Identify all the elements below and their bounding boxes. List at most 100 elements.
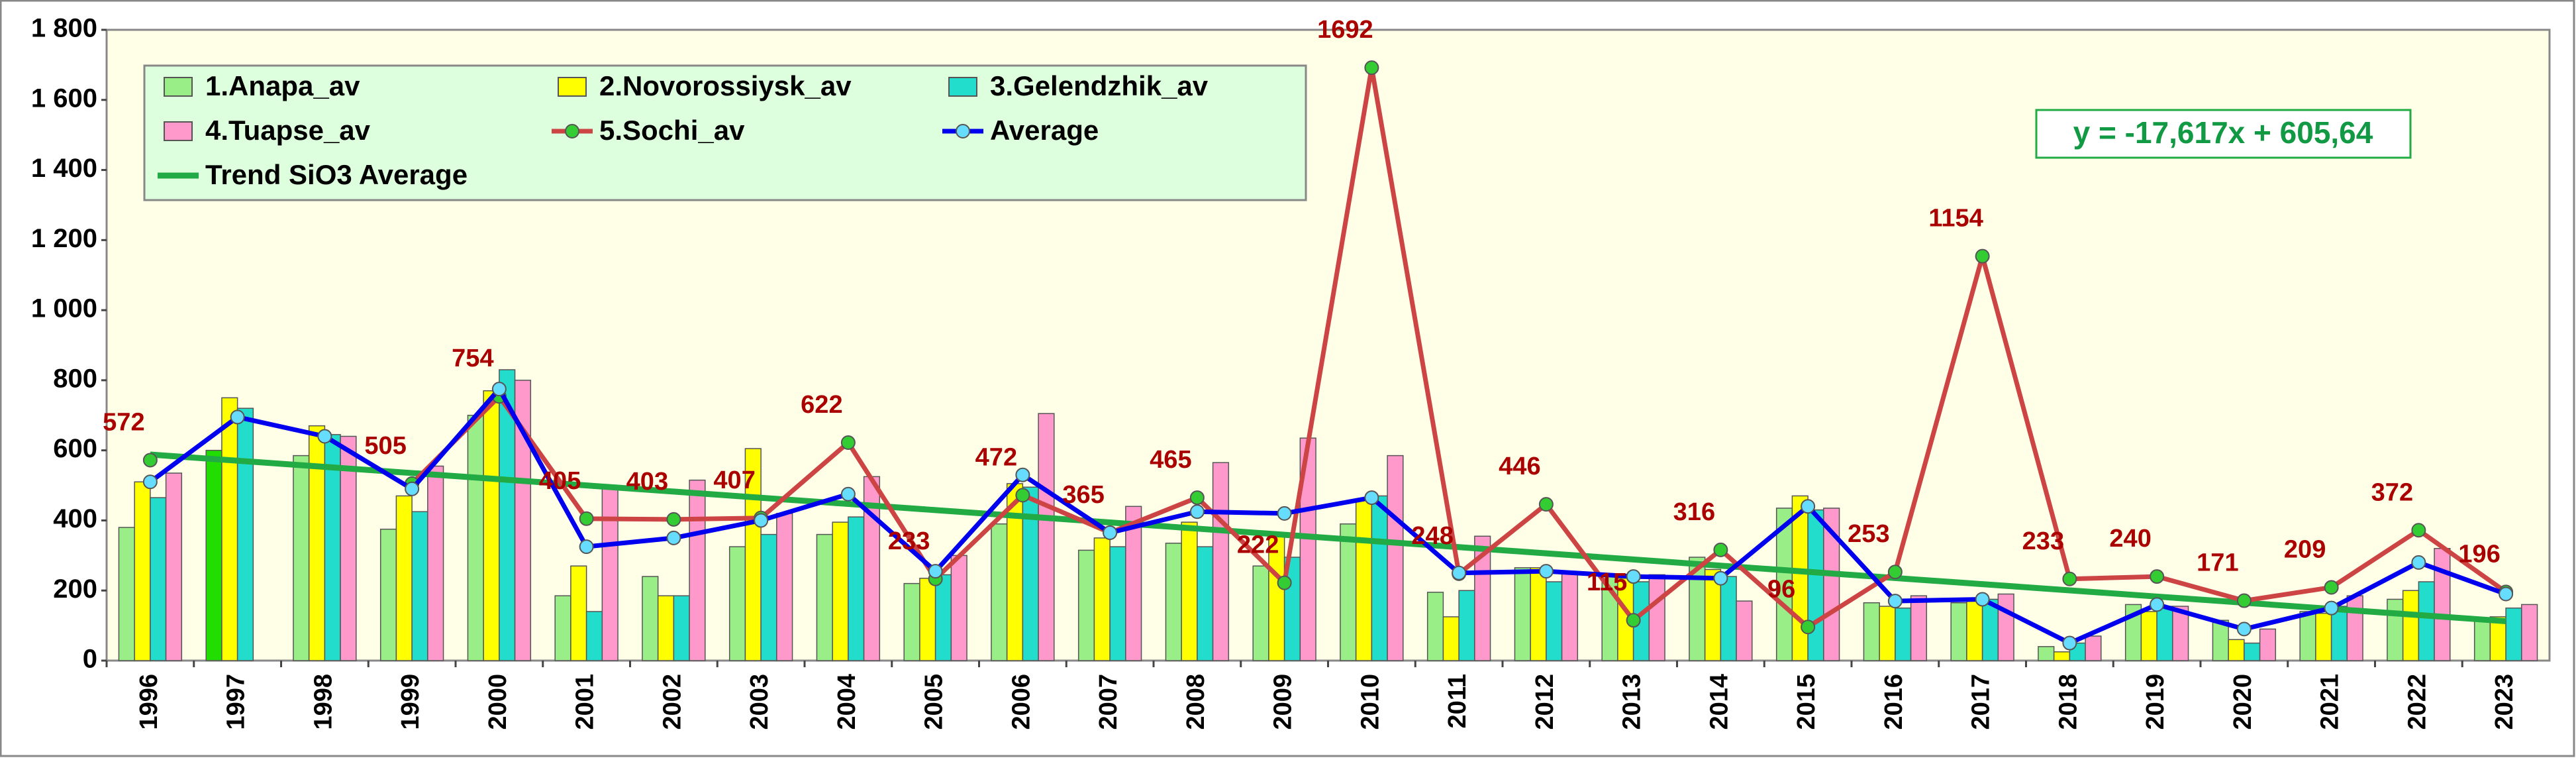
- bar: [1950, 602, 1967, 661]
- bar: [1895, 607, 1912, 661]
- bar: [1823, 508, 1840, 661]
- bar: [760, 533, 777, 661]
- bar: [134, 481, 151, 661]
- line-marker: [2236, 622, 2252, 637]
- bar: [2228, 639, 2245, 661]
- data-label: 622: [801, 391, 842, 419]
- bar: [1371, 495, 1388, 661]
- bar: [903, 582, 920, 661]
- line-marker: [666, 512, 681, 527]
- line-marker: [142, 453, 158, 468]
- bar: [1426, 592, 1444, 661]
- x-tick-label: 1998: [309, 674, 337, 730]
- overlay: 0 200 400 600 800 1 000 1 200 1 400 1 600 1 800 19…: [31, 14, 2518, 730]
- bar: [2085, 635, 2102, 661]
- bar: [379, 528, 397, 661]
- x-tick-label: 2022: [2403, 674, 2431, 730]
- data-label: 372: [2371, 478, 2413, 506]
- bar: [1181, 521, 1198, 661]
- legend-label: Average: [990, 115, 1099, 146]
- bar: [1340, 523, 1357, 661]
- equation-box: [2035, 109, 2412, 159]
- x-tick-label: 2019: [2142, 674, 2169, 730]
- bar: [236, 407, 254, 661]
- bar: [1458, 590, 1475, 661]
- bar: [816, 533, 833, 661]
- data-label: 505: [364, 432, 406, 460]
- data-label: 465: [1150, 446, 1191, 474]
- x-tick-label: 2006: [1007, 674, 1035, 730]
- bar: [2505, 607, 2522, 661]
- bar: [514, 380, 532, 661]
- line-marker: [142, 474, 158, 490]
- legend-marker: [565, 124, 579, 138]
- data-label: 171: [2197, 549, 2238, 577]
- x-tick-label: 2002: [658, 674, 686, 730]
- x-tick-label: 2003: [746, 674, 773, 730]
- bar: [2244, 642, 2261, 661]
- line-marker: [2150, 597, 2165, 612]
- bar: [570, 565, 587, 661]
- x-tick-label: 2005: [920, 674, 948, 730]
- bar: [554, 595, 571, 661]
- line-marker: [1975, 592, 1990, 607]
- lines: [142, 60, 2514, 651]
- line-marker: [2411, 523, 2426, 538]
- x-tick-label: 2014: [1705, 674, 1733, 730]
- data-label: 222: [1237, 531, 1279, 559]
- bar: [1387, 455, 1404, 661]
- line-marker: [1626, 613, 1641, 628]
- x-tick-label: 2016: [1880, 674, 1908, 730]
- line-marker: [2499, 586, 2514, 602]
- legend-marker: [956, 124, 970, 138]
- x-tick-label: 2023: [2491, 674, 2518, 730]
- line-marker: [1189, 504, 1205, 519]
- data-label: 253: [1848, 520, 1889, 548]
- data-label: 248: [1411, 522, 1453, 550]
- bar: [1474, 535, 1491, 661]
- x-tick-label: 2007: [1095, 674, 1122, 730]
- line-marker: [1887, 594, 1903, 609]
- legend-label: 2.Novorossiysk_av: [599, 70, 852, 101]
- bar: [1648, 574, 1665, 661]
- line-marker: [2236, 593, 2252, 608]
- bar: [2172, 606, 2189, 661]
- x-tick-label: 2004: [833, 674, 861, 730]
- legend-box: [143, 64, 1307, 201]
- legend-label: 4.Tuapse_av: [205, 115, 371, 146]
- bar: [2038, 646, 2055, 661]
- data-label: 196: [2458, 540, 2500, 568]
- bar: [657, 595, 675, 661]
- bar: [2259, 628, 2277, 661]
- bar: [1561, 572, 1579, 661]
- line-marker: [1103, 525, 1118, 540]
- bar: [2387, 598, 2404, 661]
- line-marker: [1015, 488, 1030, 503]
- x-tick-label: 2017: [1967, 674, 1995, 730]
- bar: [950, 555, 967, 661]
- bar: [221, 397, 238, 661]
- bar: [1212, 462, 1230, 661]
- bar: [1879, 606, 1896, 661]
- line-marker: [2324, 580, 2339, 595]
- line-marker: [666, 530, 681, 545]
- y-tick-label: 1 800: [31, 14, 97, 43]
- bar: [2140, 611, 2157, 661]
- x-tick-label: 2018: [2054, 674, 2082, 730]
- line-marker: [1538, 497, 1554, 512]
- bar: [585, 611, 603, 661]
- legend-label: Trend SiO3 Average: [205, 159, 468, 190]
- bar: [150, 497, 167, 661]
- x-tick-label: 2013: [1618, 674, 1646, 730]
- line-marker: [230, 409, 245, 425]
- bar: [2521, 604, 2538, 661]
- bar: [2156, 606, 2173, 661]
- bar: [728, 546, 746, 661]
- bar: [1910, 595, 1928, 661]
- bars: [118, 369, 2538, 661]
- bar: [293, 455, 310, 661]
- bar: [2402, 590, 2420, 661]
- legend-swatch: [164, 121, 193, 141]
- line-marker: [840, 435, 856, 451]
- bar: [1355, 498, 1373, 661]
